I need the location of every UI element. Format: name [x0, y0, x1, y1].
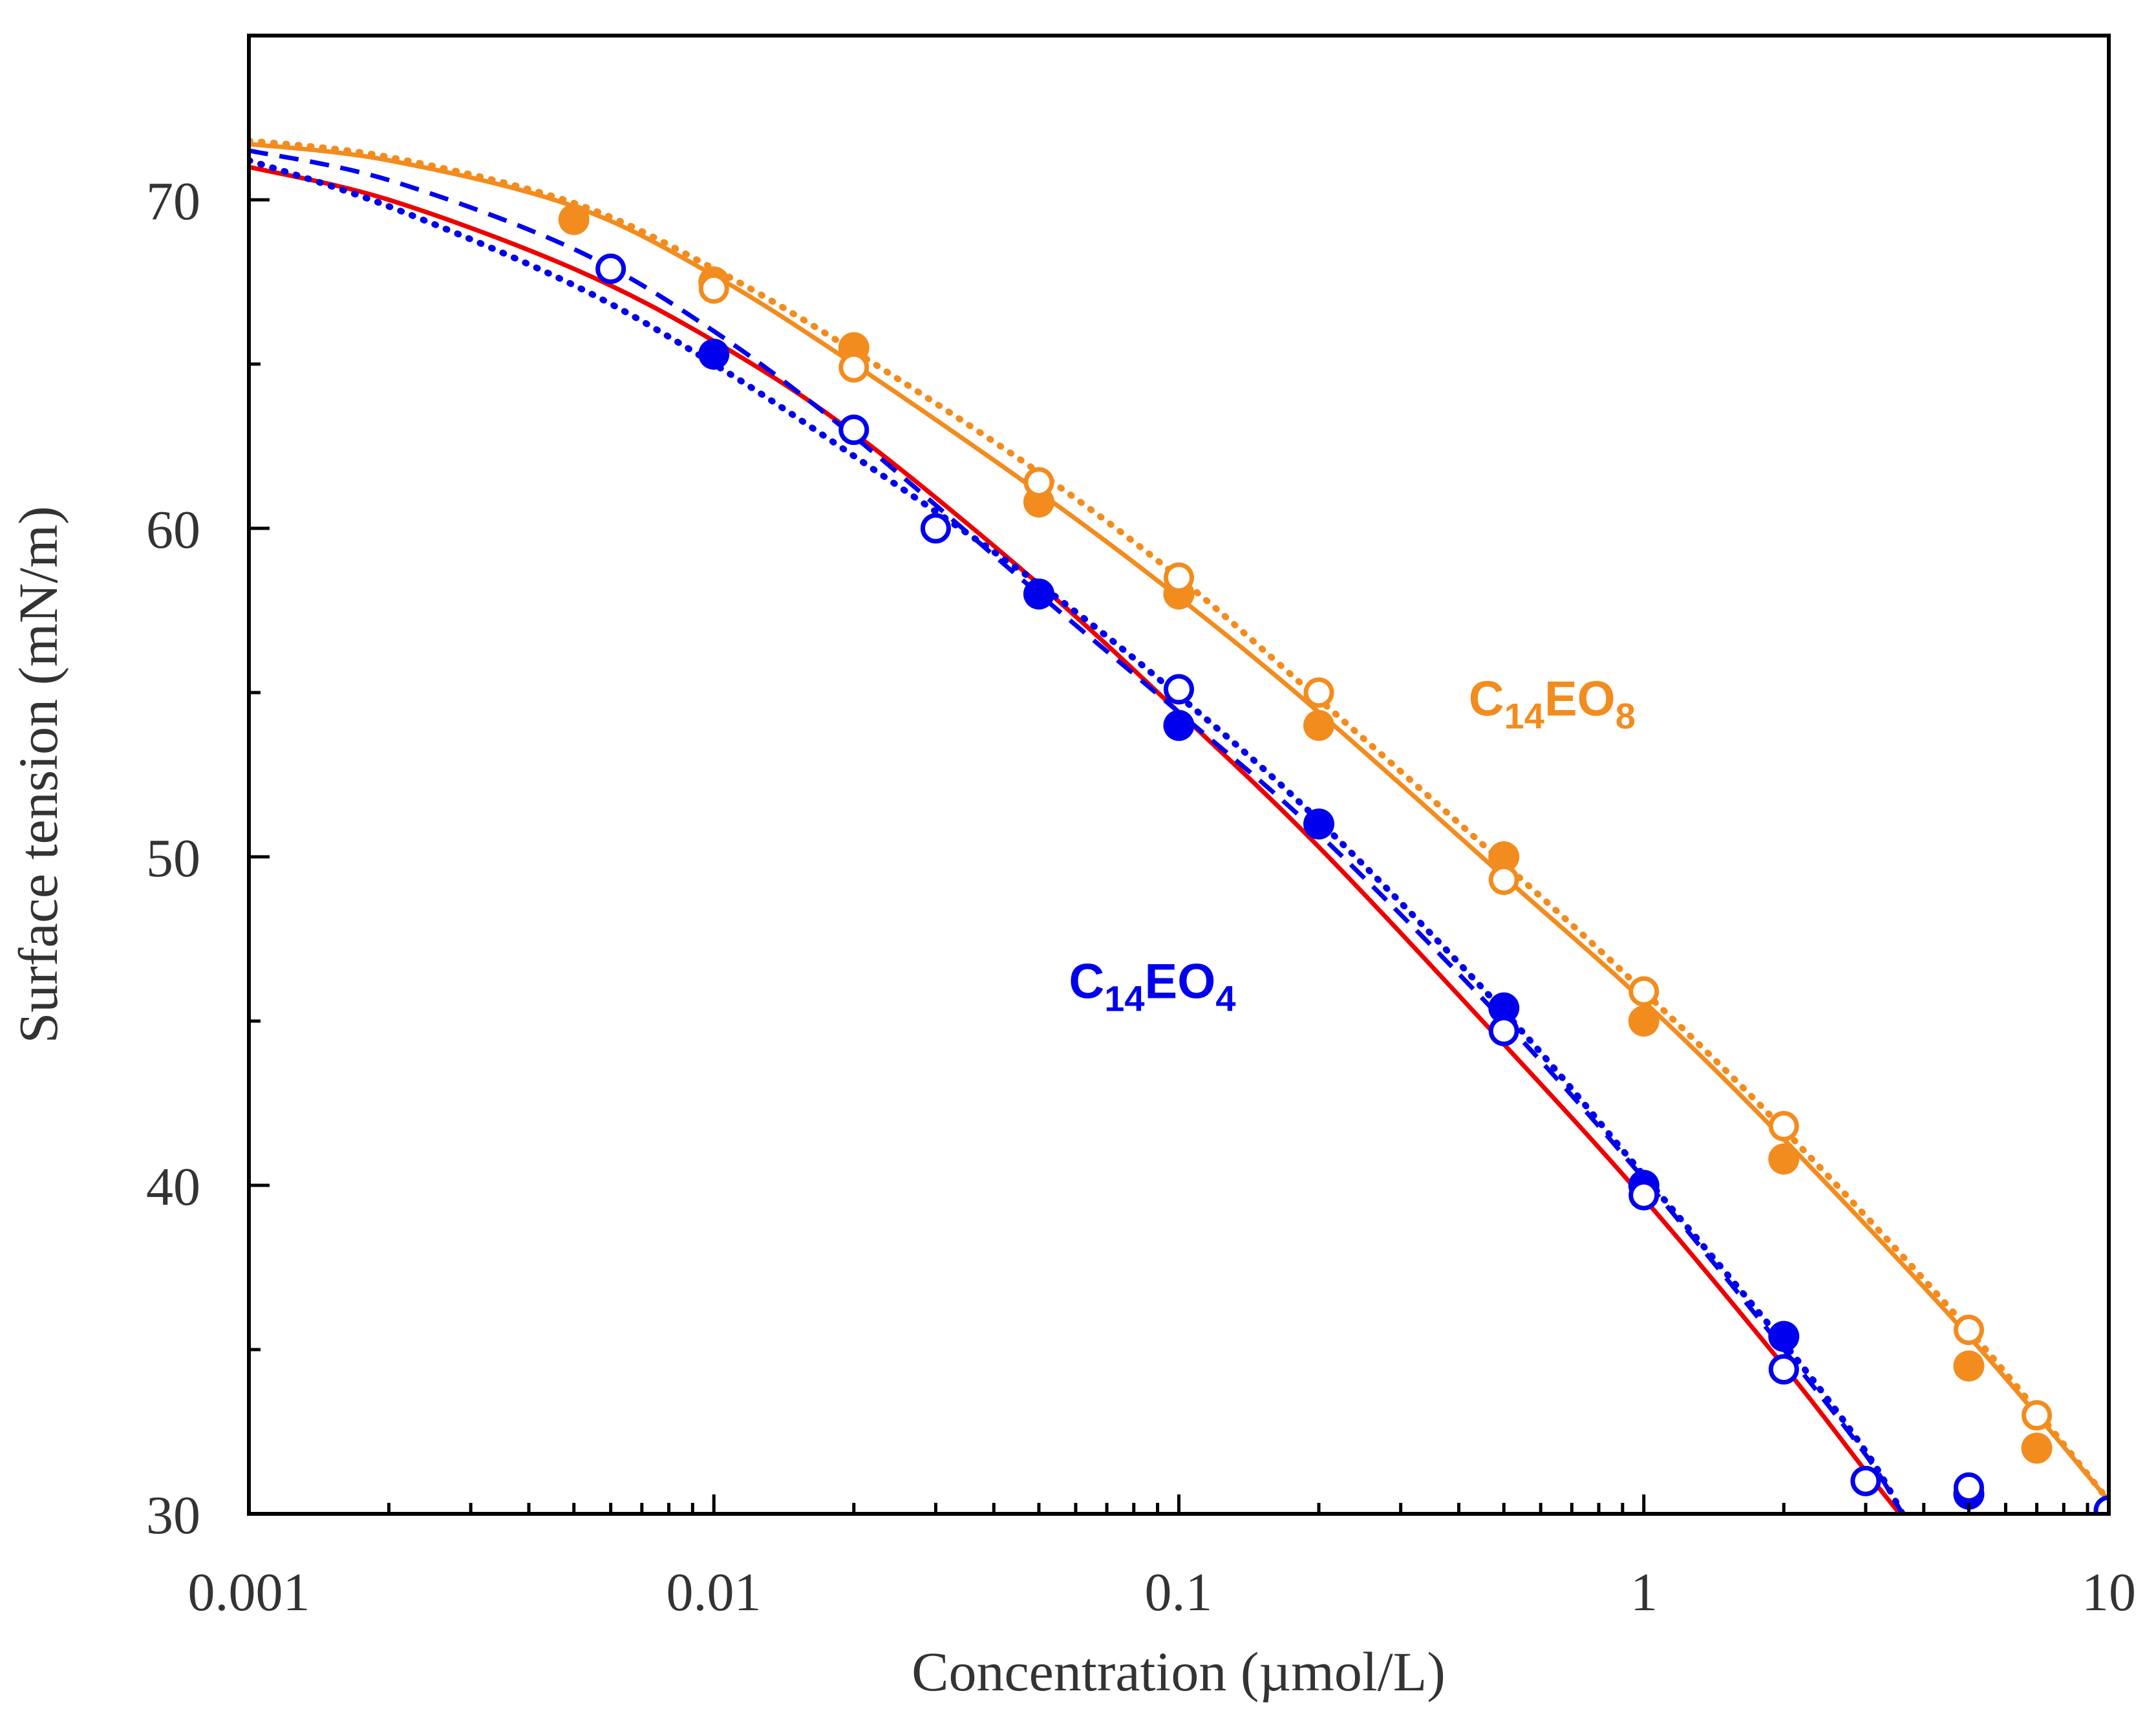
label-subscript: 8	[1616, 696, 1636, 737]
label-subscript: 14	[1104, 978, 1144, 1018]
axis-ticks	[247, 198, 2111, 1516]
data-point-open	[595, 253, 626, 285]
data-point-filled	[558, 204, 590, 235]
label-part: EO	[1145, 954, 1216, 1009]
y-tick-label: 50	[146, 828, 200, 889]
data-point-open	[1953, 1315, 1984, 1346]
data-point-open	[1488, 865, 1519, 896]
data-point-open	[2022, 1400, 2053, 1431]
series-label-c14eo8: C14EO8	[1469, 672, 1636, 737]
x-tick-label: 0.01	[667, 1562, 762, 1622]
y-tick-label: 70	[146, 171, 200, 232]
data-point-open	[1488, 1015, 1519, 1046]
label-subscript: 4	[1215, 978, 1235, 1018]
fit-curve-dotted	[249, 157, 1906, 1514]
data-point-open	[920, 513, 951, 544]
y-tick-label: 30	[146, 1485, 200, 1546]
data-point-open	[1850, 1465, 1881, 1496]
x-axis-title: Concentration (µmol/L)	[912, 1641, 1446, 1703]
y-axis-title: Surface tension (mN/m)	[7, 506, 69, 1043]
data-point-open	[1164, 562, 1194, 593]
data-point-open	[1023, 467, 1054, 498]
data-point-open	[1768, 1353, 1799, 1385]
data-point-open	[1768, 1111, 1799, 1142]
data-point-filled	[1303, 808, 1335, 840]
x-tick-label: 0.1	[1145, 1562, 1213, 1622]
label-part: C	[1069, 954, 1104, 1009]
data-point-filled	[1488, 992, 1520, 1024]
data-point-filled	[1768, 1143, 1800, 1175]
fit-curve-dotted	[249, 137, 2109, 1504]
data-point-open	[698, 273, 729, 304]
fit-curves	[249, 137, 2109, 1514]
data-point-open	[1953, 1472, 1984, 1503]
fit-curve-solid	[249, 142, 2109, 1503]
label-subscript: 14	[1504, 696, 1544, 737]
data-point-filled	[1488, 841, 1520, 872]
data-point-open	[1628, 976, 1660, 1007]
x-tick-label: 0.001	[188, 1562, 310, 1622]
data-markers	[558, 204, 2109, 1514]
data-point-open	[838, 352, 870, 383]
label-part: C	[1469, 672, 1504, 727]
data-point-filled	[1303, 709, 1335, 741]
data-point-filled	[1953, 1350, 1985, 1382]
fit-curve-solid	[249, 164, 1903, 1514]
label-part: EO	[1544, 672, 1616, 727]
data-point-filled	[1768, 1320, 1800, 1352]
data-point-open	[1164, 674, 1194, 705]
data-point-filled	[1628, 1006, 1660, 1037]
data-point-open	[2093, 1495, 2109, 1514]
series-label-c14eo4: C14EO4	[1069, 954, 1235, 1018]
data-point-filled	[1023, 578, 1054, 610]
x-tick-label: 10	[2082, 1562, 2136, 1622]
data-point-filled	[1163, 709, 1195, 741]
y-tick-label: 40	[146, 1157, 200, 1217]
data-point-filled	[2021, 1432, 2053, 1464]
y-tick-label: 60	[146, 500, 200, 560]
data-point-open	[1303, 677, 1334, 708]
data-point-open	[838, 415, 870, 446]
data-point-filled	[698, 338, 730, 370]
plot-frame	[247, 34, 2111, 1516]
data-point-open	[1628, 1180, 1660, 1211]
fit-curve-dashed	[249, 148, 1905, 1514]
x-tick-label: 1	[1630, 1562, 1658, 1622]
